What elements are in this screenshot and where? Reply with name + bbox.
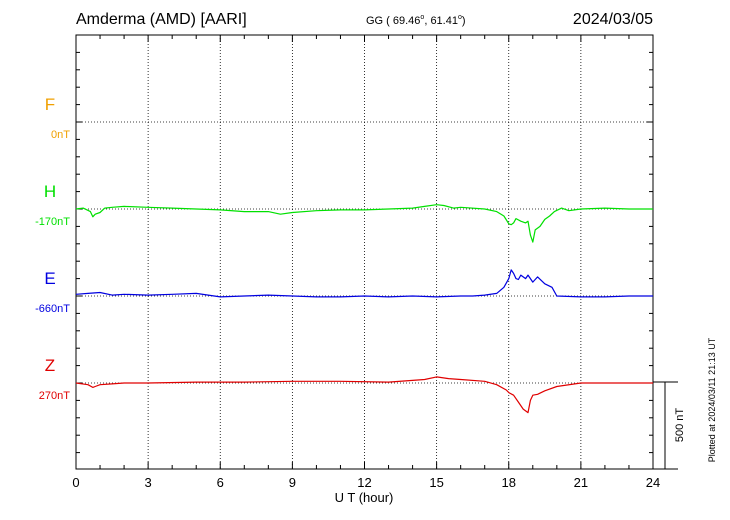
- series-label-f: F: [45, 95, 55, 114]
- x-axis-label: U T (hour): [335, 490, 394, 505]
- grid-lines: [147, 35, 582, 469]
- series-line-h: [75, 204, 653, 243]
- station-title: Amderma (AMD) [AARI]: [76, 11, 247, 28]
- scale-label: 500 nT: [674, 408, 686, 443]
- chart-date: 2024/03/05: [573, 11, 653, 28]
- geographic-coordinates: GG ( 69.46o, 61.41o): [366, 14, 466, 27]
- series-group: [75, 204, 653, 414]
- x-tick-label: 18: [502, 475, 516, 490]
- x-tick-label: 6: [217, 475, 224, 490]
- x-tick-label: 9: [289, 475, 296, 490]
- series-line-e: [75, 269, 653, 298]
- x-tick-label: 24: [646, 475, 660, 490]
- series-line-z: [75, 376, 653, 414]
- series-label-z: Z: [45, 356, 55, 375]
- series-label-e: E: [44, 269, 55, 288]
- x-tick-label: 12: [357, 475, 371, 490]
- series-label-h: H: [44, 182, 56, 201]
- x-tick-labels: 0 3 6 9 12 15 18 21 24: [72, 475, 660, 490]
- axis-ticks: [75, 34, 654, 469]
- series-baseline-f: 0nT: [51, 129, 70, 141]
- series-baseline-z: 270nT: [39, 390, 70, 402]
- plotted-timestamp: Plotted at 2024/03/11 21:13 UT: [707, 337, 717, 462]
- series-labels: F 0nT H -170nT E -660nT Z 270nT: [35, 95, 70, 402]
- x-tick-label: 0: [72, 475, 79, 490]
- x-tick-label: 21: [574, 475, 588, 490]
- series-baseline-e: -660nT: [35, 303, 70, 315]
- series-baseline-h: -170nT: [35, 216, 70, 228]
- x-tick-label: 15: [429, 475, 443, 490]
- x-tick-label: 3: [145, 475, 152, 490]
